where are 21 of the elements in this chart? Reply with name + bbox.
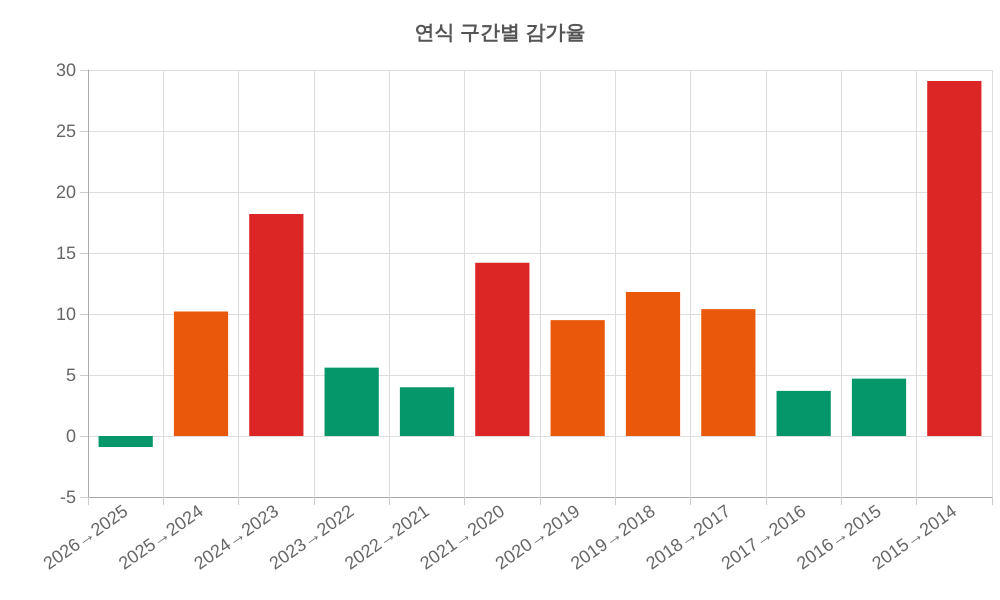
- bar: [174, 312, 228, 436]
- bar: [927, 80, 982, 436]
- bar: [475, 262, 530, 436]
- y-tick-label: 25: [56, 121, 76, 141]
- bar: [249, 214, 304, 436]
- y-tick-label: -5: [60, 487, 76, 507]
- bar: [98, 436, 153, 447]
- y-tick-label: 10: [56, 304, 76, 324]
- bar: [852, 378, 906, 436]
- y-tick-label: 15: [56, 243, 76, 263]
- bar: [400, 387, 454, 436]
- bar: [550, 320, 605, 436]
- bar: [324, 368, 379, 436]
- chart-title: 연식 구간별 감가율: [414, 22, 586, 44]
- bar: [626, 292, 680, 436]
- y-tick-label: 5: [66, 365, 76, 385]
- bar: [776, 390, 831, 436]
- bar: [701, 309, 756, 436]
- y-tick-label: 0: [66, 426, 76, 446]
- y-tick-label: 20: [56, 182, 76, 202]
- y-tick-label: 30: [56, 60, 76, 80]
